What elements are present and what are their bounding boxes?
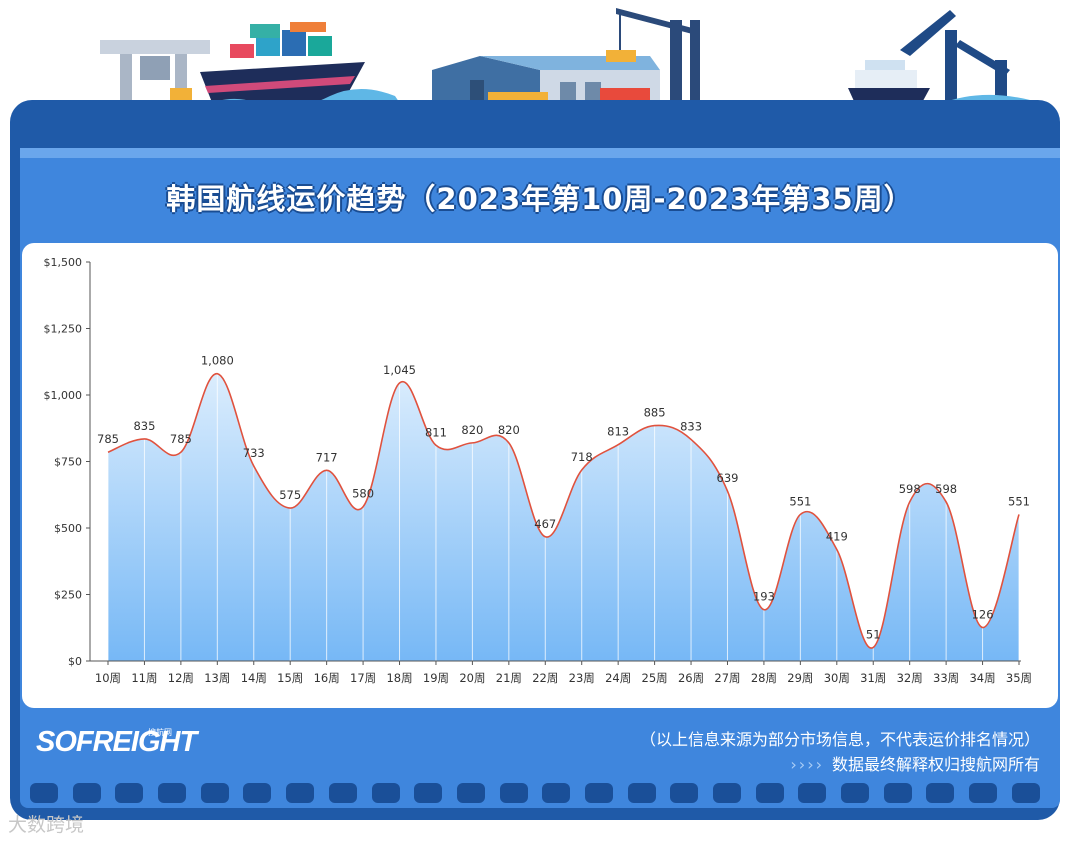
data-label: 835 xyxy=(133,419,155,433)
series-line xyxy=(107,372,1020,649)
data-label: 820 xyxy=(461,423,483,437)
rights-text: 数据最终解释权归搜航网所有 xyxy=(831,755,1040,774)
y-tick-label: $750 xyxy=(54,456,82,469)
x-tick-label: 23周 xyxy=(569,671,595,685)
x-tick-label: 22周 xyxy=(532,671,558,685)
data-label: 1,045 xyxy=(383,363,416,377)
brand-logo: SOFREIGHT xyxy=(36,726,197,758)
y-tick-label: $1,500 xyxy=(44,256,83,269)
data-label: 598 xyxy=(899,482,921,496)
x-tick-label: 24周 xyxy=(605,671,631,685)
data-label: 580 xyxy=(352,487,374,501)
area-chart: $0 $250 $500 $750 $1,000 $1,250 $1,500 10周 785 11… xyxy=(44,256,1033,685)
port-crane-icon xyxy=(606,8,700,110)
gantry-crane-icon xyxy=(100,40,210,109)
bottom-decoration xyxy=(30,783,1040,803)
data-label: 551 xyxy=(1008,494,1030,508)
x-tick-label: 15周 xyxy=(277,671,303,685)
chart-title: 韩国航线运价趋势（2023年第10周-2023年第35周） xyxy=(166,182,914,216)
x-tick-label: 32周 xyxy=(897,671,923,685)
chart-card: $0 $250 $500 $750 $1,000 $1,250 $1,500 10周 785 11… xyxy=(22,243,1058,708)
x-tick-label: 12周 xyxy=(168,671,194,685)
rights-note: ›››› 数据最终解释权归搜航网所有 xyxy=(790,751,1040,775)
data-label: 885 xyxy=(644,406,666,420)
x-tick-label: 35周 xyxy=(1006,671,1032,685)
brand-subtitle: 搜航网 xyxy=(148,728,172,737)
watermark: 大数跨境 xyxy=(8,814,85,836)
area-fill xyxy=(108,373,1019,661)
data-label: 811 xyxy=(425,425,447,439)
x-tick-label: 14周 xyxy=(241,671,267,685)
x-tick-label: 31周 xyxy=(860,671,886,685)
x-tick-label: 17周 xyxy=(350,671,376,685)
x-tick-label: 13周 xyxy=(204,671,230,685)
source-note: （以上信息来源为部分市场信息，不代表运价排名情况） xyxy=(639,730,1040,749)
cargo-ship-icon xyxy=(170,22,365,110)
x-tick-label: 28周 xyxy=(751,671,777,685)
x-tick-label: 34周 xyxy=(969,671,995,685)
data-label: 419 xyxy=(826,530,848,544)
data-label: 785 xyxy=(97,432,119,446)
x-tick-label: 18周 xyxy=(386,671,412,685)
x-tick-label: 25周 xyxy=(642,671,668,685)
data-label: 813 xyxy=(607,425,629,439)
x-tick-label: 26周 xyxy=(678,671,704,685)
data-label: 820 xyxy=(498,423,520,437)
data-label: 785 xyxy=(170,432,192,446)
data-label: 126 xyxy=(972,607,994,621)
data-label: 598 xyxy=(935,482,957,496)
data-label: 51 xyxy=(866,627,881,641)
data-label: 551 xyxy=(789,494,811,508)
warehouse-icon xyxy=(432,56,660,102)
x-tick-label: 16周 xyxy=(314,671,340,685)
data-label: 575 xyxy=(279,488,301,502)
data-label: 193 xyxy=(753,590,775,604)
x-tick-label: 29周 xyxy=(787,671,813,685)
x-tick-label: 10周 xyxy=(95,671,121,685)
x-tick-label: 27周 xyxy=(714,671,740,685)
y-tick-label: $0 xyxy=(68,655,82,668)
x-tick-label: 19周 xyxy=(423,671,449,685)
title-strip xyxy=(20,148,1060,158)
data-label: 639 xyxy=(717,471,739,485)
x-tick-label: 30周 xyxy=(824,671,850,685)
x-tick-label: 21周 xyxy=(496,671,522,685)
data-label: 467 xyxy=(534,517,556,531)
x-tick-label: 20周 xyxy=(459,671,485,685)
data-label: 833 xyxy=(680,419,702,433)
data-label: 718 xyxy=(571,450,593,464)
y-tick-label: $500 xyxy=(54,522,82,535)
data-label: 1,080 xyxy=(201,354,234,368)
y-tick-label: $250 xyxy=(54,589,82,602)
y-tick-label: $1,000 xyxy=(44,389,83,402)
data-label: 733 xyxy=(243,446,265,460)
x-tick-label: 33周 xyxy=(933,671,959,685)
x-tick-label: 11周 xyxy=(131,671,157,685)
data-label: 717 xyxy=(316,450,338,464)
arrows-icon: ›››› xyxy=(790,755,824,774)
y-tick-label: $1,250 xyxy=(44,323,83,336)
